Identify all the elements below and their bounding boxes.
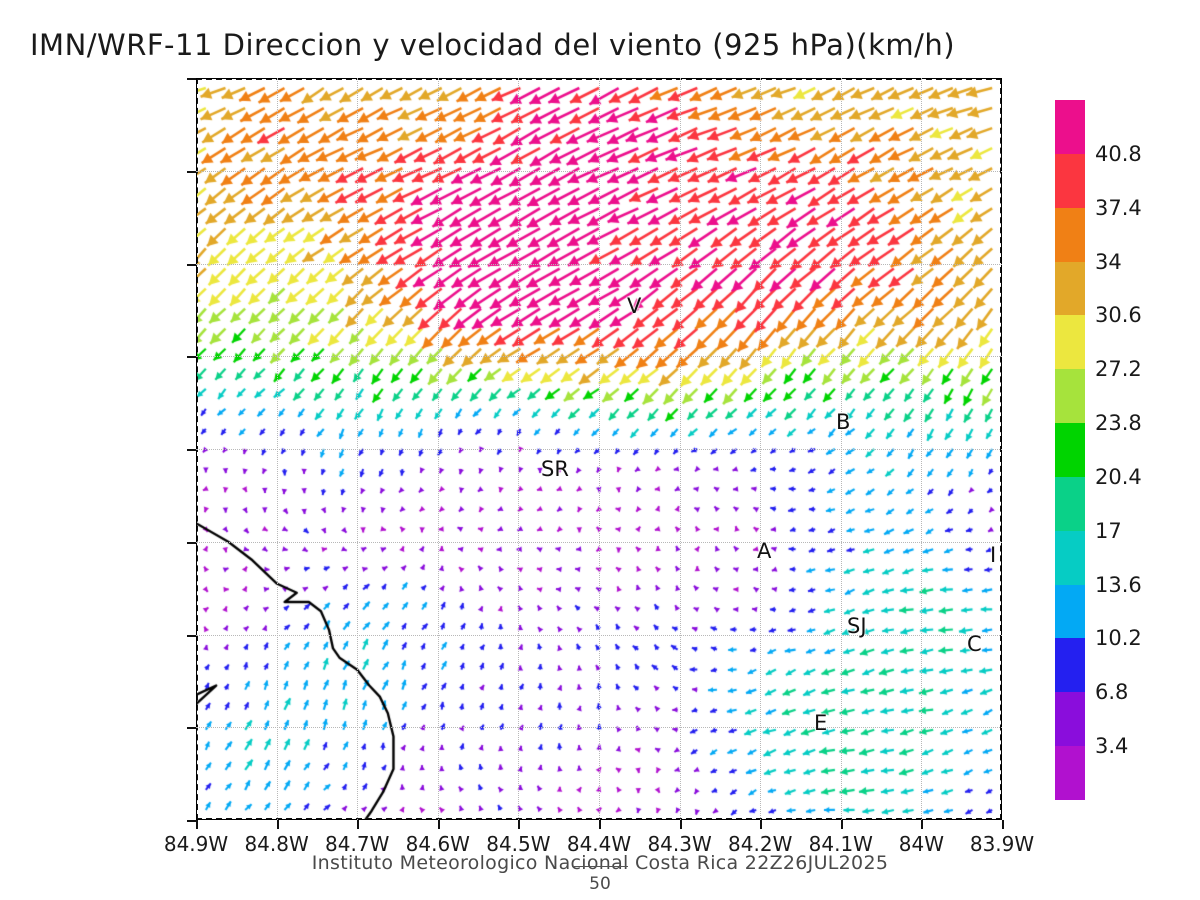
footer-source: Instituto Meteorologico Nacional Costa R… [311, 852, 889, 874]
x-axis-label: 84.4W [566, 832, 632, 856]
x-axis-tick [196, 820, 198, 829]
station-label: I [990, 543, 997, 567]
colorbar-tick-label: 37.4 [1095, 195, 1142, 220]
station-label: SJ [847, 614, 867, 638]
y-axis-tick [187, 263, 196, 266]
grid-line-horizontal [196, 449, 1002, 450]
scale-reference-bar [572, 866, 628, 867]
colorbar-band [1055, 746, 1085, 800]
colorbar-tick-label: 30.6 [1095, 303, 1142, 328]
colorbar-tick-label: 27.2 [1095, 357, 1142, 382]
x-axis-label: 84.2W [728, 832, 793, 856]
colorbar-band [1055, 584, 1085, 639]
station-label: A [757, 539, 772, 563]
grid-line-horizontal [196, 263, 1002, 265]
x-axis-tick [921, 820, 924, 829]
colorbar-band [1055, 692, 1085, 747]
colorbar-tick-label: 20.4 [1095, 464, 1142, 489]
grid-line-horizontal [196, 634, 1002, 636]
x-axis-label: 84.1W [808, 832, 873, 856]
x-axis-tick [679, 820, 682, 829]
colorbar-band [1055, 261, 1085, 316]
colorbar-tick-label: 10.2 [1095, 626, 1142, 651]
grid-line-horizontal [196, 541, 1002, 543]
colorbar-tick-label: 17 [1095, 518, 1122, 543]
grid-line-horizontal [196, 356, 1002, 358]
grid-line-horizontal [196, 170, 1002, 172]
colorbar-band [1055, 423, 1085, 477]
station-label: SR [541, 457, 569, 481]
colorbar-band [1055, 100, 1085, 154]
x-axis-tick [357, 820, 360, 829]
x-axis-label: 84.8W [244, 832, 309, 856]
x-axis-tick [276, 820, 279, 829]
station-label: B [836, 410, 851, 434]
y-axis-tick [187, 634, 196, 637]
colorbar-tick-label: 13.6 [1095, 572, 1142, 597]
station-label: C [967, 632, 982, 656]
colorbar-tick-label: 23.8 [1095, 411, 1142, 436]
colorbar-band [1055, 638, 1085, 693]
colorbar-tick-label: 3.4 [1095, 734, 1129, 759]
x-axis-label: 84.5W [486, 832, 551, 856]
page-title: IMN/WRF-11 Direccion y velocidad del vie… [30, 28, 956, 62]
x-axis-label: 84W [898, 832, 945, 856]
colorbar-band [1055, 530, 1085, 585]
x-axis-label: 84.9W [163, 832, 229, 856]
x-axis-label: 84.6W [405, 832, 470, 856]
x-axis-tick [437, 820, 440, 829]
x-axis-tick [1002, 820, 1004, 829]
station-label: V [627, 294, 642, 318]
grid-line-horizontal [196, 727, 1002, 729]
y-axis-tick [187, 78, 196, 80]
x-axis-tick [518, 820, 521, 829]
x-axis-tick [760, 820, 763, 829]
y-axis-tick [187, 170, 196, 173]
y-axis-tick [187, 727, 196, 730]
colorbar-band [1055, 207, 1085, 262]
x-axis-tick [599, 820, 601, 829]
x-axis-tick [840, 820, 843, 829]
y-axis-tick [187, 820, 196, 822]
wind-vector-plot: V SR B A SJ C E I [187, 78, 1004, 829]
colorbar-band [1055, 476, 1085, 531]
colorbar-band [1055, 153, 1085, 208]
y-axis-tick [187, 541, 196, 544]
y-axis-tick [187, 449, 196, 451]
colorbar-band [1055, 369, 1085, 424]
colorbar-tick-label: 6.8 [1095, 680, 1129, 705]
x-axis-label: 84.7W [325, 832, 390, 856]
scale-reference-label: 50 [589, 874, 611, 894]
x-axis-label: 83.9W [969, 832, 1035, 856]
colorbar-tick-label: 40.8 [1095, 141, 1142, 166]
station-label: E [814, 711, 828, 735]
x-axis-label: 84.3W [647, 832, 712, 856]
colorbar-tick-label: 34 [1095, 249, 1122, 274]
colorbar-band [1055, 315, 1085, 370]
y-axis-tick [187, 356, 196, 359]
colorbar [1055, 100, 1085, 800]
